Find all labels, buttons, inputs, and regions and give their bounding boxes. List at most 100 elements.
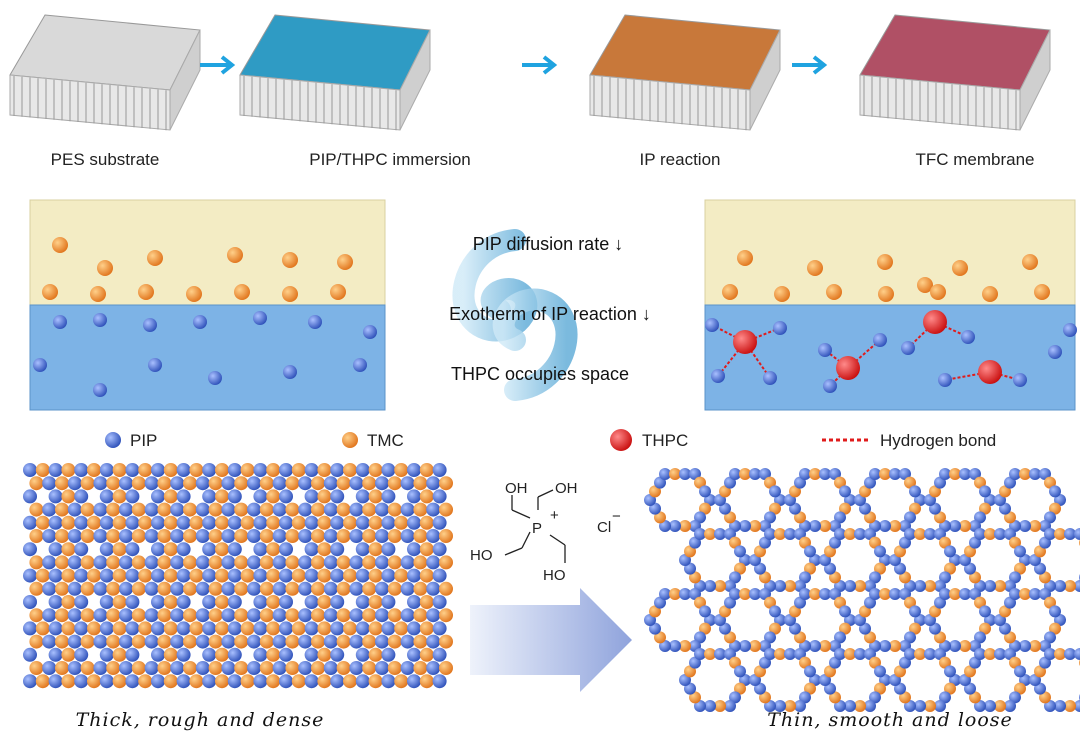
tmc-unit	[729, 656, 741, 669]
tmc-unit	[1009, 656, 1021, 669]
thpc-oh-1: OH	[505, 480, 528, 497]
pip-unit	[432, 489, 447, 504]
tmc-unit	[80, 476, 95, 491]
tmc-unit	[794, 631, 806, 644]
pip-unit	[939, 691, 951, 704]
tmc-unit	[439, 581, 453, 596]
pip-unit	[119, 608, 133, 623]
pip-unit	[1029, 588, 1041, 601]
pip-unit	[1039, 468, 1051, 481]
pip-unit	[644, 494, 656, 506]
pip-molecule	[938, 373, 952, 387]
pip-unit	[74, 463, 89, 477]
pip-unit	[1044, 631, 1056, 644]
pip-unit	[400, 608, 415, 623]
pip-molecule	[33, 358, 47, 372]
pip-unit	[298, 476, 313, 491]
tmc-unit	[994, 699, 1006, 712]
tmc-unit	[208, 661, 223, 675]
tmc-unit	[387, 476, 402, 491]
tmc-unit	[266, 621, 281, 636]
tmc-unit	[769, 622, 781, 635]
pip-unit	[689, 468, 701, 481]
tmc-unit	[259, 608, 274, 623]
pip-unit	[859, 502, 871, 515]
pip-unit	[67, 634, 82, 649]
step-label: IP reaction	[640, 150, 721, 169]
pip-unit	[649, 502, 661, 515]
tmc-unit	[35, 674, 50, 689]
tmc-unit	[234, 476, 249, 491]
tmc-unit	[112, 595, 127, 609]
pip-unit	[1004, 699, 1016, 712]
pip-unit	[794, 648, 806, 661]
tmc-unit	[336, 555, 351, 570]
pip-unit	[869, 468, 881, 481]
pip-unit	[119, 581, 133, 596]
thpc-cl: Cl	[597, 519, 611, 536]
tmc-molecule	[807, 260, 823, 276]
tmc-unit	[894, 665, 906, 678]
pip-unit	[355, 674, 370, 689]
tmc-unit	[80, 608, 95, 623]
pip-unit	[654, 596, 666, 609]
tmc-unit	[387, 581, 402, 596]
tmc-unit	[343, 674, 357, 689]
tmc-molecule	[42, 284, 58, 300]
pip-unit	[42, 581, 57, 596]
pip-unit	[1014, 665, 1026, 678]
pip-unit	[407, 463, 421, 477]
pip-unit	[759, 656, 771, 669]
pip-unit	[809, 674, 821, 686]
pip-unit	[934, 648, 946, 661]
pip-unit	[42, 502, 57, 517]
pip-unit	[125, 515, 140, 530]
pip-unit	[929, 622, 941, 635]
tmc-unit	[362, 608, 377, 623]
pip-unit	[202, 568, 217, 583]
pip-unit	[426, 502, 441, 517]
tmc-unit	[394, 463, 409, 477]
pip-unit	[67, 608, 82, 623]
pip-unit	[227, 489, 242, 504]
pip-unit	[253, 542, 268, 557]
tmc-unit	[854, 699, 866, 712]
caption-right: Thin, smooth and loose	[767, 709, 1013, 731]
pip-unit	[67, 502, 82, 517]
tmc-unit	[1019, 588, 1031, 601]
mechanism-line-2: Exotherm of IP reaction ↓	[449, 304, 651, 324]
tmc-unit	[904, 596, 916, 609]
pip-unit	[125, 674, 140, 689]
tmc-unit	[80, 661, 95, 675]
pip-unit	[227, 568, 242, 583]
tmc-unit	[749, 519, 761, 532]
tmc-molecule	[337, 254, 353, 270]
tmc-unit	[1014, 562, 1026, 575]
pip-unit	[253, 647, 268, 662]
pip-unit	[407, 568, 421, 583]
tmc-unit	[739, 588, 751, 601]
tmc-unit	[729, 536, 741, 549]
tmc-unit	[804, 682, 816, 695]
pip-unit	[42, 608, 57, 623]
tmc-unit	[844, 528, 856, 541]
interface-box-left	[29, 199, 386, 411]
tmc-unit	[106, 608, 121, 623]
pip-unit	[74, 621, 89, 636]
tmc-unit	[336, 476, 351, 491]
tmc-unit	[944, 562, 956, 575]
tmc-unit	[1004, 631, 1016, 644]
pip-unit	[407, 674, 421, 689]
tmc-unit	[266, 674, 281, 689]
pip-unit	[144, 502, 159, 517]
pip-unit	[1019, 519, 1031, 532]
tmc-unit	[336, 581, 351, 596]
tmc-unit	[944, 682, 956, 695]
tmc-unit	[819, 639, 831, 652]
pip-unit	[247, 502, 261, 517]
pip-unit	[889, 588, 901, 601]
pip-unit	[99, 489, 114, 504]
loose-polyamide-lattice	[644, 468, 1080, 712]
pip-molecule	[705, 318, 719, 332]
pip-unit	[381, 515, 396, 530]
